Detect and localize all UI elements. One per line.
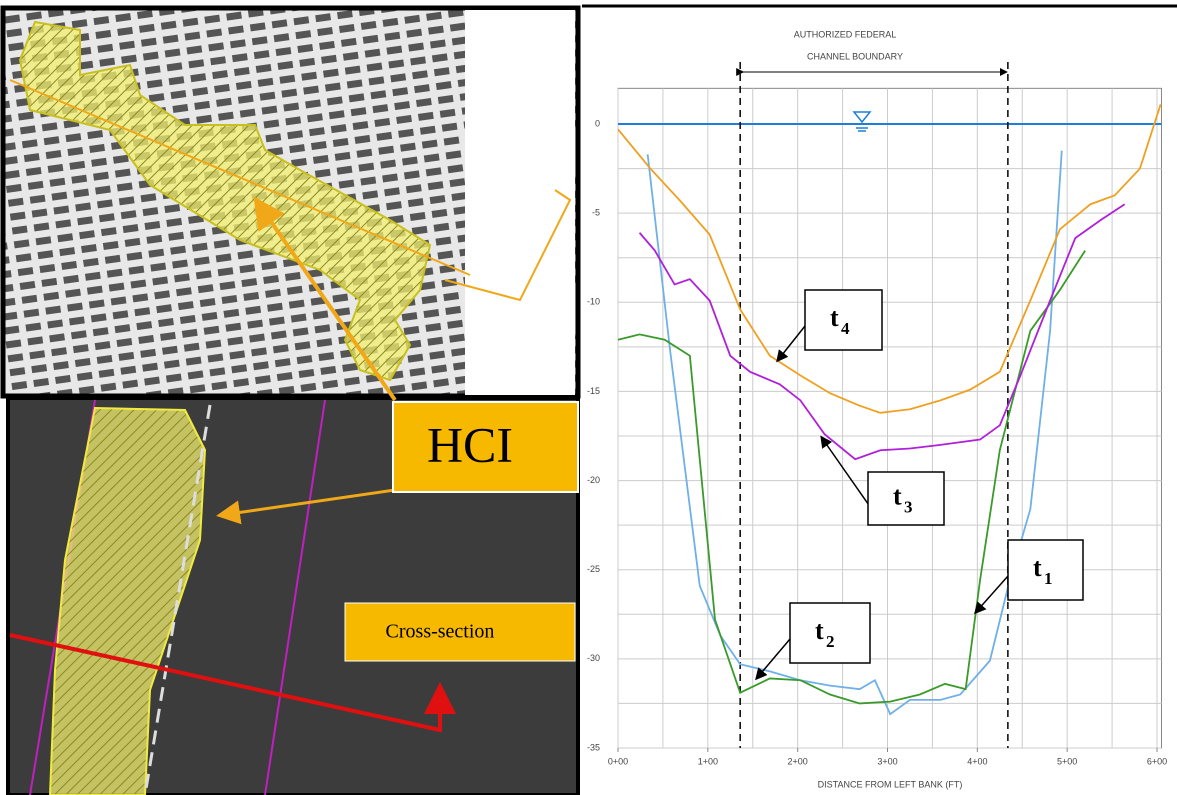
y-tick-label: -10 [587, 297, 600, 307]
x-tick-label: 5+00 [1057, 756, 1077, 766]
series-label-sub: 1 [1044, 569, 1053, 588]
series-label: t [1033, 553, 1042, 582]
x-axis-label: DISTANCE FROM LEFT BANK (FT) [818, 779, 963, 789]
hci-label: HCI [427, 416, 513, 472]
x-tick-label: 1+00 [698, 756, 718, 766]
y-tick-label: -5 [592, 208, 600, 218]
y-tick-label: -25 [587, 564, 600, 574]
y-tick-label: -35 [587, 742, 600, 752]
series-label: t [815, 616, 824, 645]
annotation: CHANNEL BOUNDARY [807, 51, 903, 61]
series-label-sub: 2 [826, 632, 835, 651]
y-tick-label: -15 [587, 386, 600, 396]
series-label: t [893, 482, 902, 511]
x-tick-label: 2+00 [788, 756, 808, 766]
y-tick-label: -30 [587, 653, 600, 663]
plot: 0 -5 -10 -15 -20 -25 -30 -35 0+00 1+00 2+00 3+00 4+0… [587, 62, 1167, 766]
series-label-sub: 4 [841, 319, 850, 338]
y-tick-label: -20 [587, 475, 600, 485]
series-label-sub: 3 [904, 498, 913, 517]
plot-area [618, 88, 1161, 748]
y-tick-label: 0 [595, 118, 600, 128]
figure: HCI Cross-section AUTHORIZED FEDERAL CHA… [0, 0, 1177, 795]
x-tick-label: 3+00 [877, 756, 897, 766]
map-scan [3, 8, 578, 396]
x-tick-label: 6+00 [1147, 756, 1167, 766]
annotation: AUTHORIZED FEDERAL [794, 29, 897, 39]
x-tick-label: 0+00 [608, 756, 628, 766]
series-label: t [830, 303, 839, 332]
x-tick-label: 4+00 [967, 756, 987, 766]
cross-section-label: Cross-section [386, 621, 495, 643]
